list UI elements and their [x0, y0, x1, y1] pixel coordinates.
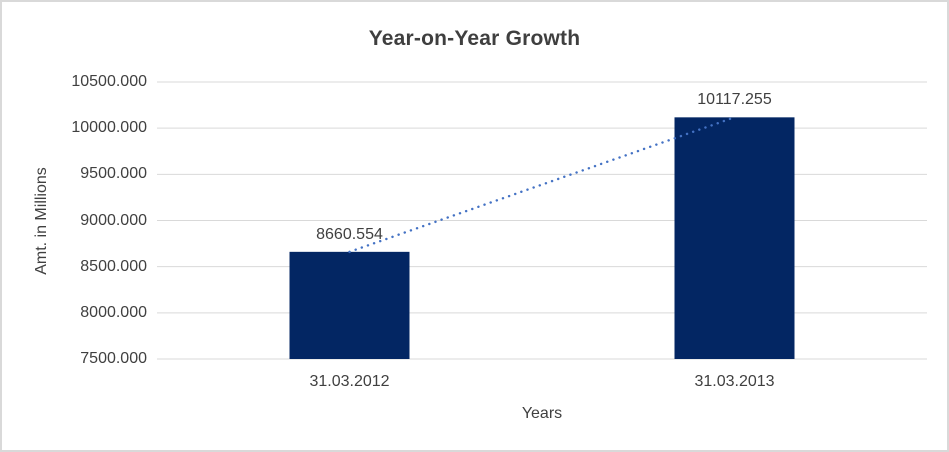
x-axis-title: Years [521, 405, 563, 422]
y-tick-label: 10500.000 [71, 73, 147, 90]
y-tick-label: 9500.000 [80, 165, 147, 183]
y-tick-label: 10000.000 [71, 119, 147, 137]
chart-title: Year-on-Year Growth [368, 27, 581, 50]
x-tick-label: 31.03.2012 [309, 373, 390, 390]
y-tick-label: 7500.000 [80, 350, 147, 367]
y-tick-label: 8000.000 [80, 303, 147, 321]
x-tick-label: 31.03.2013 [694, 373, 775, 390]
bar-31.03.2012 [289, 251, 410, 359]
bar-data-label: 8660.554 [316, 225, 383, 243]
y-tick-label: 9000.000 [80, 211, 147, 229]
bar-data-label: 10117.255 [697, 91, 772, 109]
bar-31.03.2013 [674, 117, 795, 359]
y-tick-label: 8500.000 [80, 257, 147, 275]
